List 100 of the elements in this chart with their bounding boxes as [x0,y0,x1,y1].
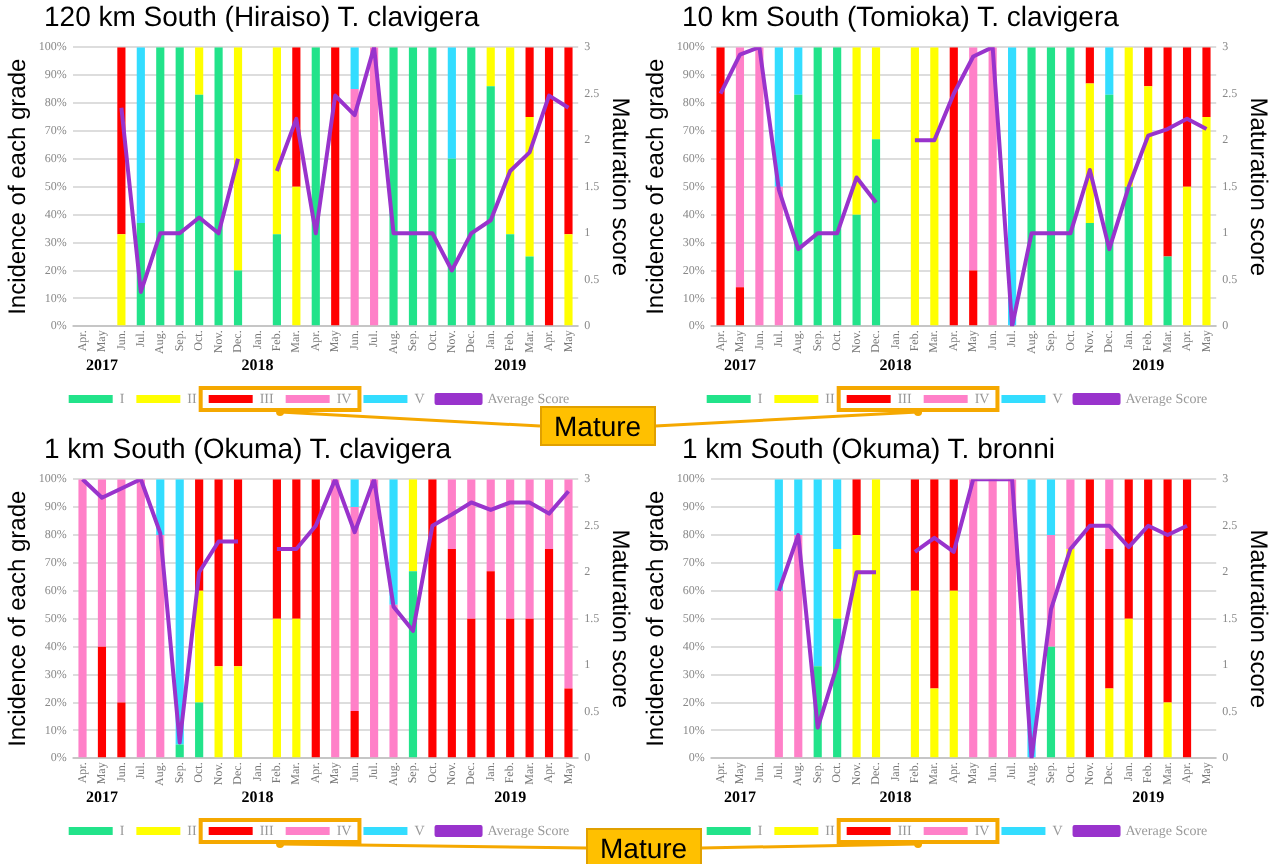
bar [910,479,919,591]
bar [525,256,534,326]
text: 2017 [85,788,118,807]
bar [486,479,495,572]
bar [1144,479,1153,758]
bar [794,479,803,536]
bar [1066,548,1075,758]
y-axis-title: Incidence of each grade [641,58,670,315]
bar [871,479,881,758]
bar [1085,223,1094,326]
bar [1105,47,1114,95]
bar [564,688,573,758]
bar [544,47,554,326]
bar [1182,186,1192,326]
bar [794,47,803,95]
chart-title: 120 km South (Hiraiso) T. clavigera [44,0,480,32]
bar [447,479,456,549]
bar [350,47,359,90]
bar [447,158,456,326]
bar [1046,646,1056,758]
bar [331,479,340,758]
bar [930,479,939,689]
bar [136,47,145,224]
bar [525,47,534,117]
y-axis-title: Incidence of each grade [3,490,32,747]
bar [370,479,379,758]
bar [292,618,301,758]
bar [1182,47,1192,187]
bar [1163,702,1172,758]
bar [97,646,107,758]
bar [78,479,87,758]
bar [486,86,495,326]
bar [195,590,204,703]
bar [175,47,184,326]
text: 2019 [494,356,527,375]
bar [871,139,881,326]
bar [930,688,939,758]
bar [331,47,340,326]
bar [447,47,456,159]
bar [525,479,534,619]
bar [1124,618,1133,758]
bar [1027,47,1036,326]
bar [195,702,204,758]
bar [1124,47,1133,187]
bar [774,186,783,326]
bar [1085,47,1094,84]
bar [969,479,978,758]
chart-title: 1 km South (Okuma) T. clavigera [44,432,452,464]
bar [852,535,861,758]
bar [988,479,997,758]
bar [564,234,573,326]
bar [1066,479,1075,549]
bar [350,89,359,326]
bar [910,47,919,326]
text: 2017 [723,356,756,375]
bar [1202,116,1211,326]
bar [755,47,764,326]
bar [272,47,281,235]
bar [1085,479,1094,758]
bar [506,479,515,619]
bar [233,479,243,667]
bar [117,702,126,758]
bar [949,590,958,758]
bar [813,479,822,667]
bar [716,47,725,326]
text: 2017 [85,356,118,375]
y-axis-title: Incidence of each grade [641,490,670,747]
bar [136,479,145,758]
bar [447,548,456,758]
bar [214,47,223,326]
bar [486,47,495,87]
bar [1163,479,1172,703]
bar [389,47,398,326]
bar [833,548,842,619]
bar [117,234,126,326]
text: 2018 [879,356,912,375]
bar [544,548,554,758]
bar [486,571,495,758]
bar [195,47,204,95]
text: 2017 [723,788,756,807]
bar [350,507,359,711]
bar [97,479,107,647]
y2-axis-title: Maturation score [1244,97,1273,277]
text: 2019 [1132,788,1165,807]
bar [1163,47,1172,257]
bar [833,47,842,326]
bar [852,479,861,536]
bar [1124,479,1133,619]
bar [525,116,534,257]
text: 2019 [494,788,527,807]
bar [272,479,281,619]
bar [735,47,745,288]
text: 2019 [1132,356,1165,375]
bar [428,479,437,758]
bar [292,186,301,326]
bar [1144,86,1153,326]
y2-axis-title: Maturation score [606,97,635,277]
bar [774,590,783,758]
bar [506,618,515,758]
bar [1046,479,1056,536]
